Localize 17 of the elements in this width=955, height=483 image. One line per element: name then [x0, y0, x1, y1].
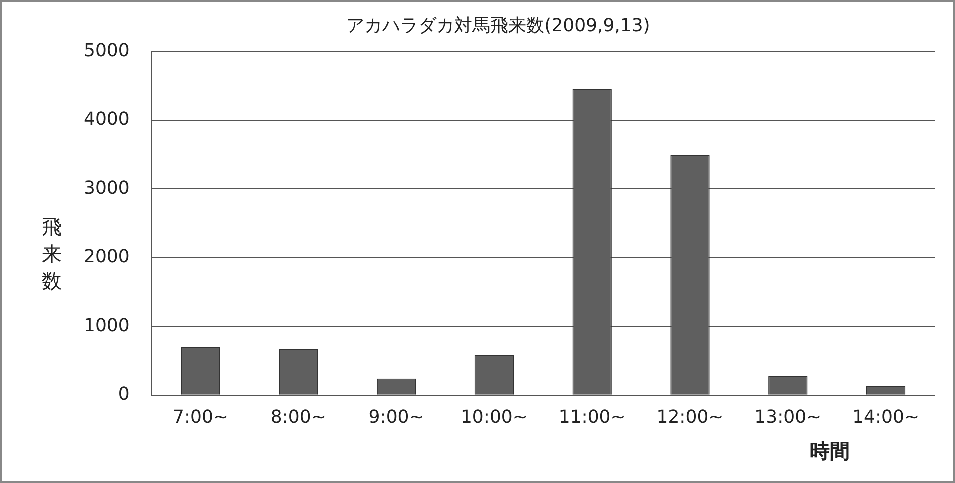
x-tick-label: 7:00~: [173, 406, 229, 428]
y-tick-label: 0: [118, 384, 130, 406]
x-axis-title: 時間: [810, 438, 850, 465]
y-tick-label: 1000: [84, 315, 130, 336]
x-tick-label: 9:00~: [368, 406, 424, 428]
x-tick-label: 10:00~: [460, 406, 528, 428]
x-tick-label: 11:00~: [558, 406, 626, 428]
x-tick-label: 12:00~: [656, 406, 724, 428]
y-axis-title: 飛来数: [42, 214, 63, 295]
y-tick-label: 5000: [84, 40, 130, 62]
y-tick-label: 4000: [84, 109, 130, 130]
x-tick-label: 14:00~: [852, 406, 920, 428]
y-tick-label: 3000: [84, 178, 130, 199]
y-tick-label: 2000: [84, 246, 130, 268]
x-tick-label: 8:00~: [270, 406, 326, 428]
chart-title: アカハラダカ対馬飛来数(2009,9,13): [346, 15, 650, 36]
x-tick-label: 13:00~: [754, 406, 822, 428]
